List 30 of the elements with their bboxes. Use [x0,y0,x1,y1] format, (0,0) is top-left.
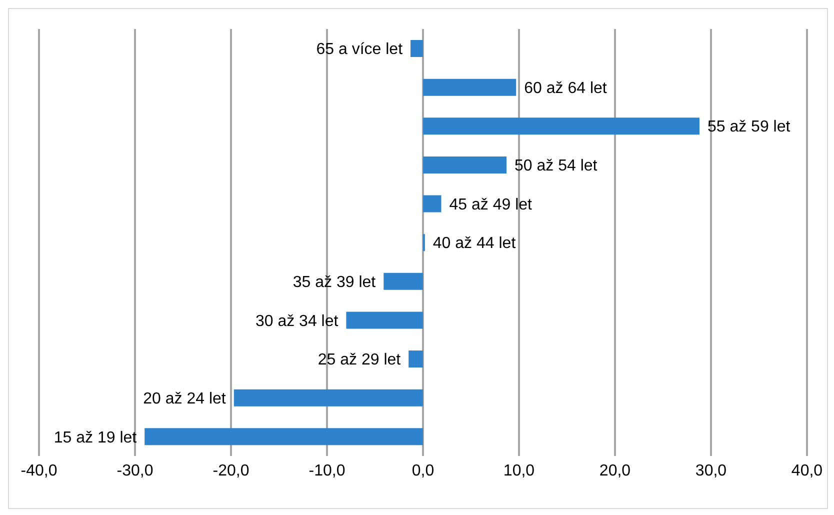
bar [423,78,516,96]
x-tick-label: 20,0 [599,462,631,480]
bar [423,118,700,135]
x-tick-label: 10,0 [503,462,535,480]
bar [234,389,423,406]
y-tick-label: 55 až 59 let [707,118,791,136]
x-tick-label: 30,0 [695,462,727,480]
bar [384,272,423,290]
x-tick-label: 40,0 [791,462,823,480]
y-tick-label: 40 až 44 let [432,235,516,252]
bar [423,195,442,212]
y-tick-label: 35 až 39 let [292,274,376,292]
bar [408,350,423,368]
bar [410,40,423,57]
y-tick-label: 65 a více let [316,41,404,58]
y-tick-label: 20 až 24 let [143,390,226,408]
y-tick-label: 50 až 54 let [514,158,598,175]
y-tick-label: 30 až 34 let [255,312,339,330]
x-tick-label: -40,0 [20,462,58,480]
bar [346,312,423,329]
y-tick-label: 15 až 19 let [54,429,138,446]
y-tick-label: 60 až 64 let [524,80,608,97]
y-tick-label: 45 až 49 let [449,196,533,214]
bar [423,156,507,174]
y-tick-label: 25 až 29 let [318,352,402,369]
bar [144,428,423,446]
x-tick-label: -30,0 [116,462,154,480]
x-tick-label: -10,0 [308,462,346,480]
x-tick-label: 0,0 [412,462,434,480]
x-tick-label: -20,0 [212,462,250,480]
